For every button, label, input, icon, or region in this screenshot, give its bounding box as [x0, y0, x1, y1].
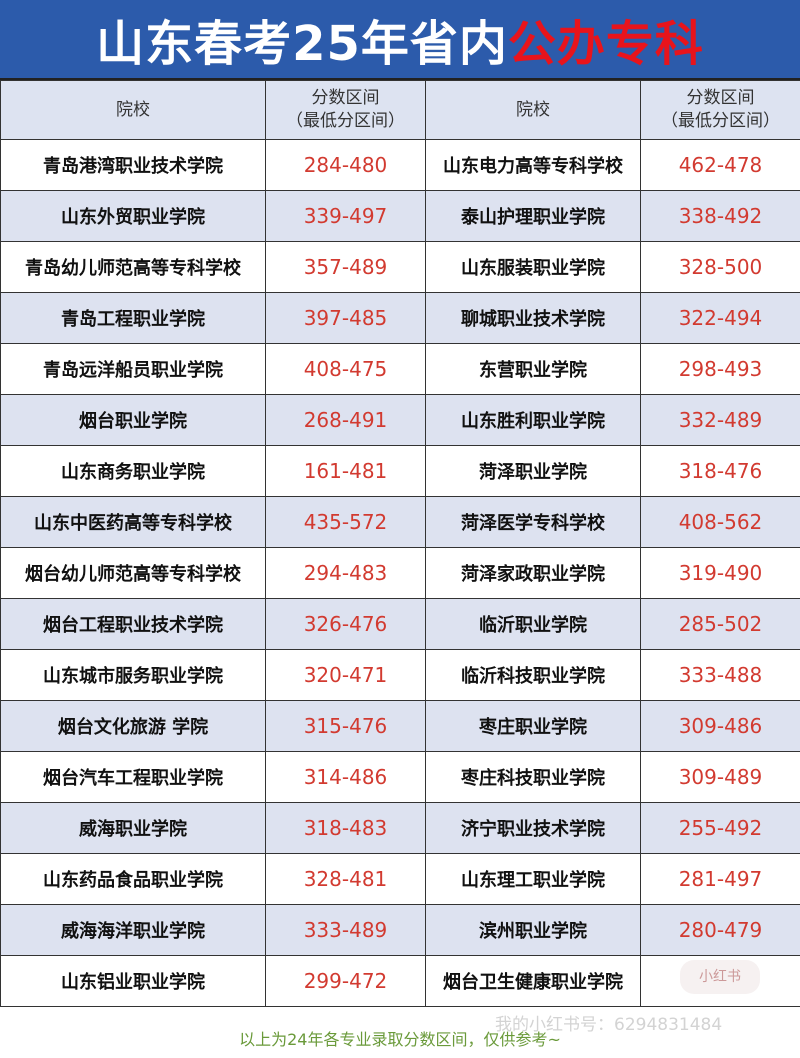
school-name: 济宁职业技术学院: [425, 802, 641, 854]
score-range: 161-481: [265, 445, 426, 497]
header-range-line1: 分数区间: [686, 88, 755, 109]
page-title: 山东春考25年省内 公办专科: [0, 0, 800, 80]
table-row: 烟台文化旅游 学院 315-476 枣庄职业学院 309-486: [0, 700, 800, 752]
score-range: 284-480: [265, 139, 426, 191]
school-name: 山东商务职业学院: [0, 445, 266, 497]
school-name: 菏泽家政职业学院: [425, 547, 641, 599]
school-name: 山东铝业职业学院: [0, 955, 266, 1007]
school-name: 菏泽医学专科学校: [425, 496, 641, 548]
score-range: 309-489: [640, 751, 800, 803]
score-range: 309-486: [640, 700, 800, 752]
score-range: 357-489: [265, 241, 426, 293]
score-range: 298-493: [640, 343, 800, 395]
score-range: 319-490: [640, 547, 800, 599]
score-range: 285-502: [640, 598, 800, 650]
school-name: 聊城职业技术学院: [425, 292, 641, 344]
school-name: 菏泽职业学院: [425, 445, 641, 497]
score-range: 315-476: [265, 700, 426, 752]
score-range: 268-491: [265, 394, 426, 446]
table-row: 烟台汽车工程职业学院 314-486 枣庄科技职业学院 309-489: [0, 751, 800, 803]
table-row: 青岛远洋船员职业学院 408-475 东营职业学院 298-493: [0, 343, 800, 395]
school-name: 烟台职业学院: [0, 394, 266, 446]
score-range: 328-500: [640, 241, 800, 293]
score-range: 255-492: [640, 802, 800, 854]
footer-note: 以上为24年各专业录取分数区间，仅供参考~: [239, 1030, 561, 1049]
score-range: 339-497: [265, 190, 426, 242]
table-row: 青岛港湾职业技术学院 284-480 山东电力高等专科学校 462-478: [0, 139, 800, 191]
header-range: 分数区间 （最低分区间）: [265, 80, 426, 140]
score-range: 408-562: [640, 496, 800, 548]
score-range: 408-475: [265, 343, 426, 395]
school-name: 烟台文化旅游 学院: [0, 700, 266, 752]
table-row: 烟台幼儿师范高等专科学校 294-483 菏泽家政职业学院 319-490: [0, 547, 800, 599]
school-name: 临沂职业学院: [425, 598, 641, 650]
table-row: 山东商务职业学院 161-481 菏泽职业学院 318-476: [0, 445, 800, 497]
table-row: 威海职业学院 318-483 济宁职业技术学院 255-492: [0, 802, 800, 854]
table-row: 烟台职业学院 268-491 山东胜利职业学院 332-489: [0, 394, 800, 446]
school-name: 烟台幼儿师范高等专科学校: [0, 547, 266, 599]
table-row: 山东城市服务职业学院 320-471 临沂科技职业学院 333-488: [0, 649, 800, 701]
header-school: 院校: [425, 80, 641, 140]
score-range: 281-497: [640, 853, 800, 905]
school-name: 烟台工程职业技术学院: [0, 598, 266, 650]
table-row: 威海海洋职业学院 333-489 滨州职业学院 280-479: [0, 904, 800, 956]
header-range-line1: 分数区间: [311, 88, 380, 109]
title-main: 山东春考25年省内: [96, 16, 508, 72]
score-range: 326-476: [265, 598, 426, 650]
school-name: 青岛幼儿师范高等专科学校: [0, 241, 266, 293]
school-name: 威海海洋职业学院: [0, 904, 266, 956]
school-name: 东营职业学院: [425, 343, 641, 395]
school-name: 山东外贸职业学院: [0, 190, 266, 242]
school-name: 山东药品食品职业学院: [0, 853, 266, 905]
score-range: 318-483: [265, 802, 426, 854]
score-range: 280-479: [640, 904, 800, 956]
school-name: 山东城市服务职业学院: [0, 649, 266, 701]
score-range: 333-489: [265, 904, 426, 956]
header-range-line2: （最低分区间）: [661, 111, 780, 131]
table-row: 青岛工程职业学院 397-485 聊城职业技术学院 322-494: [0, 292, 800, 344]
school-name: 威海职业学院: [0, 802, 266, 854]
school-name: 烟台汽车工程职业学院: [0, 751, 266, 803]
school-name: 烟台卫生健康职业学院: [425, 955, 641, 1007]
header-range-line2: （最低分区间）: [286, 111, 405, 131]
score-range: 338-492: [640, 190, 800, 242]
school-name: 山东服装职业学院: [425, 241, 641, 293]
school-name: 青岛远洋船员职业学院: [0, 343, 266, 395]
school-name: 山东胜利职业学院: [425, 394, 641, 446]
score-range: 328-481: [265, 853, 426, 905]
school-name: 枣庄科技职业学院: [425, 751, 641, 803]
school-name: 青岛港湾职业技术学院: [0, 139, 266, 191]
table-row: 山东药品食品职业学院 328-481 山东理工职业学院 281-497: [0, 853, 800, 905]
school-name: 滨州职业学院: [425, 904, 641, 956]
score-range: 397-485: [265, 292, 426, 344]
watermark-logo: 小红书: [680, 960, 760, 994]
score-range: 294-483: [265, 547, 426, 599]
header-school: 院校: [0, 80, 266, 140]
table-row: 山东中医药高等专科学校 435-572 菏泽医学专科学校 408-562: [0, 496, 800, 548]
title-highlight: 公办专科: [507, 16, 704, 72]
score-table: 院校 分数区间 （最低分区间） 院校 分数区间 （最低分区间） 青岛港湾职业技术学院…: [0, 80, 800, 1007]
school-name: 青岛工程职业学院: [0, 292, 266, 344]
school-name: 山东电力高等专科学校: [425, 139, 641, 191]
score-range: 332-489: [640, 394, 800, 446]
school-name: 枣庄职业学院: [425, 700, 641, 752]
table-row: 烟台工程职业技术学院 326-476 临沂职业学院 285-502: [0, 598, 800, 650]
school-name: 临沂科技职业学院: [425, 649, 641, 701]
score-range: 314-486: [265, 751, 426, 803]
score-range: 333-488: [640, 649, 800, 701]
table-row: 山东外贸职业学院 339-497 泰山护理职业学院 338-492: [0, 190, 800, 242]
school-name: 山东中医药高等专科学校: [0, 496, 266, 548]
score-range: 320-471: [265, 649, 426, 701]
score-range: 435-572: [265, 496, 426, 548]
watermark-text: 我的小红书号：6294831484: [495, 1015, 723, 1035]
score-range: 299-472: [265, 955, 426, 1007]
school-name: 泰山护理职业学院: [425, 190, 641, 242]
score-range: 318-476: [640, 445, 800, 497]
score-range: 322-494: [640, 292, 800, 344]
header-range: 分数区间 （最低分区间）: [640, 80, 800, 140]
score-range: 462-478: [640, 139, 800, 191]
table-row: 青岛幼儿师范高等专科学校 357-489 山东服装职业学院 328-500: [0, 241, 800, 293]
school-name: 山东理工职业学院: [425, 853, 641, 905]
